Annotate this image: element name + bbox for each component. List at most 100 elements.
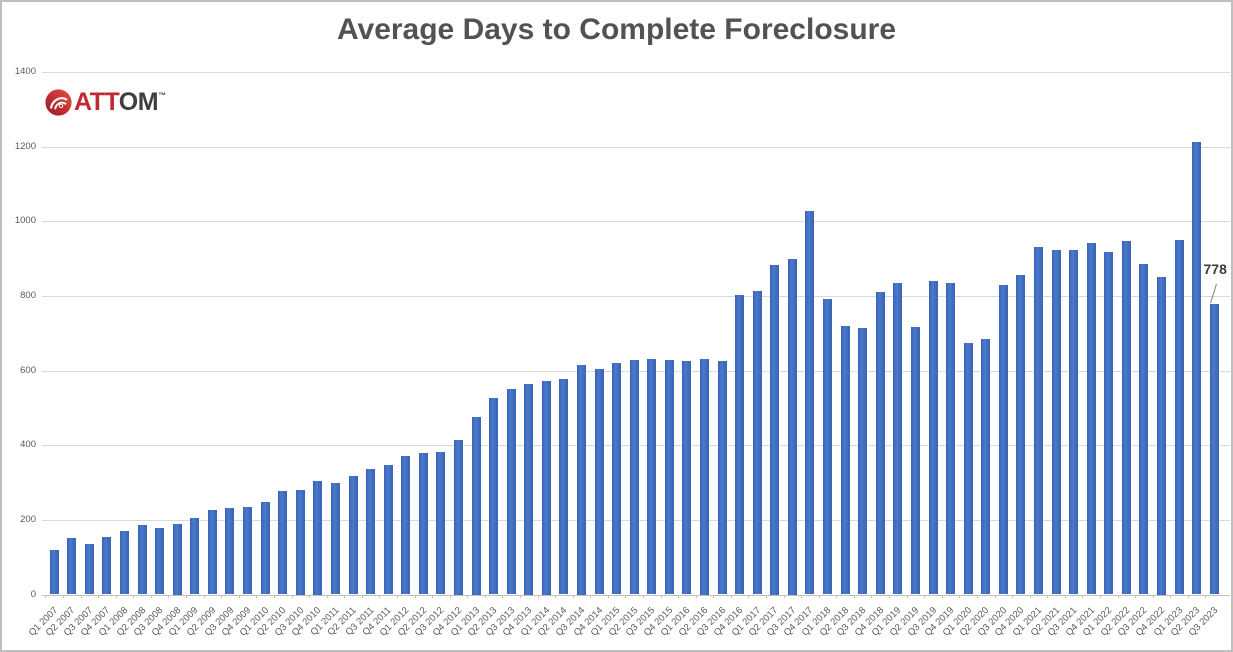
x-axis-tick — [168, 595, 170, 598]
bar — [366, 469, 375, 595]
bar — [471, 416, 481, 595]
x-axis-tick — [63, 595, 64, 598]
x-axis-tick — [976, 595, 978, 598]
bar — [770, 265, 780, 595]
y-tick-label: 600 — [20, 364, 36, 376]
y-tick-label: 1000 — [14, 215, 36, 227]
bar — [313, 481, 323, 595]
bar — [1086, 243, 1096, 595]
bar — [963, 343, 973, 595]
bar — [1209, 304, 1219, 595]
x-axis-tick — [414, 595, 416, 598]
bar — [1051, 250, 1061, 595]
bar — [1174, 239, 1184, 595]
bar — [752, 290, 762, 595]
bar — [1069, 249, 1078, 595]
x-axis-tick — [871, 595, 873, 598]
bar — [1156, 276, 1166, 595]
x-axis-tick — [1117, 595, 1119, 598]
x-axis-tick — [730, 595, 732, 598]
x-axis-tick — [80, 595, 82, 598]
x-axis-tick — [1099, 595, 1101, 598]
x-axis-tick — [607, 595, 609, 598]
x-axis-tick — [238, 595, 240, 598]
leader-line — [1206, 283, 1220, 310]
bar — [67, 538, 77, 595]
bar — [401, 456, 411, 595]
x-axis-tick — [1082, 595, 1084, 598]
x-axis-tick — [256, 595, 258, 598]
bar — [910, 327, 920, 595]
x-axis-tick — [1152, 595, 1154, 598]
x-axis-tick — [519, 595, 521, 598]
attom-logo-text: ATTOM™ — [74, 87, 166, 116]
x-axis-tick — [115, 595, 117, 598]
x-axis-tick — [1047, 595, 1049, 598]
bar — [981, 338, 991, 595]
bar — [946, 283, 955, 595]
gridline — [42, 221, 1230, 223]
bar — [453, 440, 463, 595]
bar — [436, 451, 446, 595]
x-axis-tick — [186, 595, 187, 598]
y-tick-label: 1400 — [14, 66, 36, 77]
bar — [348, 475, 358, 595]
bar — [998, 284, 1008, 595]
x-axis-tick — [537, 595, 539, 598]
x-axis-tick — [555, 595, 557, 598]
x-axis-tick — [994, 595, 996, 598]
x-axis-tick — [1187, 595, 1189, 598]
bar — [858, 328, 868, 595]
bar — [506, 388, 516, 595]
bar — [278, 491, 288, 595]
x-axis-tick — [309, 595, 310, 598]
bar — [787, 259, 797, 595]
bar — [893, 282, 903, 595]
bar — [225, 507, 235, 595]
y-tick-label: 800 — [20, 289, 36, 301]
bar — [682, 361, 692, 595]
x-axis-tick — [695, 595, 697, 598]
x-axis-tick — [836, 595, 838, 598]
x-axis-tick — [396, 595, 398, 598]
x-axis-tick — [1012, 595, 1013, 598]
x-axis-tick — [432, 595, 434, 598]
bar — [243, 506, 252, 595]
x-axis-tick — [273, 595, 275, 598]
x-axis-tick — [150, 595, 152, 598]
x-axis-tick — [906, 595, 908, 598]
x-axis-tick — [449, 595, 451, 598]
bar — [524, 384, 534, 595]
bar — [928, 280, 938, 595]
x-axis-tick — [361, 595, 363, 598]
bar — [1104, 252, 1114, 595]
gridline — [42, 594, 1230, 596]
x-axis-tick — [326, 595, 328, 598]
bar — [594, 369, 604, 595]
x-axis-tick — [713, 595, 715, 598]
chart-title: Average Days to Complete Foreclosure — [336, 13, 897, 46]
x-axis-tick — [221, 595, 223, 598]
x-axis-tick — [1170, 595, 1172, 598]
bar — [295, 490, 305, 595]
bar — [823, 299, 832, 595]
bar — [190, 518, 200, 595]
bar — [489, 398, 499, 595]
gridline — [42, 72, 1230, 73]
x-axis-tick — [853, 595, 855, 598]
x-axis-tick — [959, 595, 961, 598]
bar — [735, 294, 745, 595]
x-axis-tick — [1205, 595, 1207, 598]
x-axis-tick — [133, 595, 135, 598]
x-axis-tick — [643, 595, 644, 598]
bar — [612, 363, 622, 595]
bar — [1192, 142, 1202, 595]
y-tick-label: 400 — [20, 439, 36, 451]
x-axis-tick — [203, 595, 205, 598]
bar — [102, 536, 112, 595]
data-label: 778 — [1203, 261, 1227, 277]
x-axis-tick — [889, 595, 890, 598]
bar — [875, 291, 885, 595]
bar — [1016, 274, 1026, 595]
